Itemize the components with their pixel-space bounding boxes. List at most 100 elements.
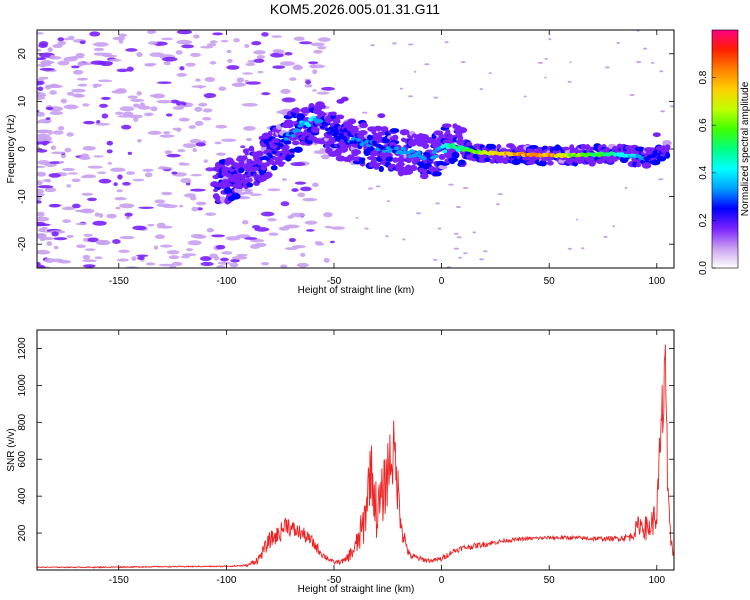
- spectrogram-noise-cell: [37, 137, 46, 142]
- spectrogram-halo-cell: [359, 159, 365, 164]
- spectrogram-noise-cell: [37, 160, 50, 165]
- spectrogram-noise-cell: [177, 148, 186, 153]
- spectrogram-ridge-cell: [326, 131, 332, 135]
- spectrogram-noise-cell: [153, 245, 159, 250]
- spectrogram-noise-cell: [154, 234, 165, 240]
- spectrogram-noise-cell: [181, 255, 191, 259]
- spectrogram-noise-cell: [236, 253, 248, 257]
- spectrogram-noise-cell: [66, 184, 72, 188]
- x-tick-label: -50: [327, 575, 342, 586]
- spectrogram-noise-cell: [249, 193, 263, 197]
- spectrogram-ridge-cell: [271, 150, 277, 155]
- spectrogram-noise-cell: [216, 265, 226, 268]
- spectrogram-noise-cell: [156, 203, 172, 208]
- spectrogram-noise-cell: [99, 103, 108, 108]
- spectrogram-noise-cell: [38, 76, 46, 80]
- spectrogram-noise-cell: [116, 68, 129, 73]
- spectrogram-noise-cell: [241, 102, 258, 107]
- spectrogram-noise-cell: [495, 203, 500, 206]
- spectrogram-noise-cell: [253, 50, 266, 55]
- spectrogram-noise-cell: [317, 46, 327, 50]
- spectrogram-noise-cell: [156, 99, 173, 104]
- spectrogram-noise-cell: [156, 225, 173, 229]
- spectrogram-noise-cell: [67, 172, 79, 175]
- spectrogram-noise-cell: [71, 178, 81, 183]
- spectrogram-halo-cell: [330, 111, 337, 116]
- spectrogram-noise-cell: [433, 96, 439, 99]
- spectrogram-noise-cell: [82, 259, 97, 263]
- spectrogram-noise-cell: [488, 72, 492, 75]
- spectrogram-noise-cell: [215, 124, 228, 129]
- spectrogram-halo-cell: [248, 145, 255, 152]
- spectrogram-halo-cell: [641, 162, 652, 169]
- y-tick-label: -20: [17, 237, 28, 252]
- spectrogram-ridge-cell: [268, 154, 274, 159]
- spectrogram-noise-cell: [38, 129, 50, 134]
- spectrogram-noise-cell: [176, 72, 187, 77]
- spectrogram-noise-cell: [101, 113, 109, 119]
- spectrogram-noise-cell: [392, 42, 397, 45]
- spectrogram-noise-cell: [101, 96, 111, 100]
- spectrogram-noise-cell: [460, 61, 466, 64]
- spectrogram-noise-cell: [203, 159, 208, 163]
- spectrogram-ridge-cell: [416, 150, 422, 155]
- spectrogram-ridge-cell: [297, 124, 303, 128]
- spectrogram-noise-cell: [66, 234, 74, 238]
- spectrogram-noise-cell: [548, 38, 552, 41]
- spectrogram-halo-cell: [662, 139, 672, 147]
- spectrogram-noise-cell: [643, 47, 648, 50]
- spectrogram-y-axis-label: Frequency (Hz): [6, 115, 17, 184]
- spectrogram-noise-cell: [83, 233, 93, 237]
- spectrogram-noise-cell: [305, 80, 312, 85]
- spectrogram-halo-cell: [335, 114, 345, 120]
- spectrogram-noise-cell: [37, 78, 45, 82]
- spectrogram-noise-cell: [202, 116, 212, 121]
- spectrogram-ridge-cell: [381, 149, 387, 154]
- spectrogram-halo-cell: [392, 157, 399, 163]
- spectrogram-noise-cell: [215, 244, 226, 250]
- spectrogram-halo-cell: [650, 159, 661, 166]
- spectrogram-noise-cell: [52, 43, 63, 49]
- spectrogram-noise-cell: [53, 245, 59, 250]
- spectrogram-noise-cell: [44, 187, 57, 193]
- spectrogram-noise-cell: [175, 101, 187, 107]
- spectrogram-noise-cell: [66, 132, 74, 137]
- spectrogram-noise-cell: [39, 67, 55, 71]
- spectrogram-noise-cell: [312, 69, 318, 75]
- spectrogram-noise-cell: [37, 32, 44, 35]
- spectrogram-noise-cell: [79, 40, 86, 45]
- spectrogram-halo-cell: [219, 196, 226, 203]
- spectrogram-noise-cell: [215, 152, 226, 156]
- spectrogram-noise-cell: [544, 76, 547, 79]
- spectrogram-noise-cell: [171, 261, 183, 267]
- spectrogram-noise-cell: [82, 254, 91, 260]
- spectrogram-noise-cell: [161, 37, 174, 41]
- spectrogram-noise-cell: [132, 178, 145, 182]
- spectrogram-noise-cell: [214, 141, 222, 145]
- y-tick-label: 800: [17, 414, 28, 431]
- spectrogram-noise-cell: [108, 58, 122, 62]
- spectrogram-ridge-cell: [252, 161, 258, 165]
- spectrogram-noise-cell: [48, 203, 61, 208]
- spectrogram-noise-cell: [70, 65, 80, 69]
- spectrogram-noise-cell: [179, 204, 184, 208]
- spectrogram-noise-cell: [178, 104, 185, 110]
- spectrogram-noise-cell: [113, 182, 118, 187]
- colorbar-tick-label: 0.6: [698, 118, 709, 132]
- spectrogram-halo-cell: [432, 171, 442, 177]
- colorbar-ticks: 0.0 0.2 0.4 0.6 0.8: [698, 70, 716, 275]
- spectrogram-noise-cell: [289, 77, 297, 81]
- spectrogram-noise-cell: [272, 49, 283, 53]
- spectrogram-noise-cell: [136, 52, 143, 58]
- spectrogram-noise-cell: [83, 120, 95, 125]
- spectrogram-noise-cell: [125, 48, 138, 52]
- spectrogram-noise-cell: [49, 90, 58, 95]
- spectrogram-noise-cell: [117, 174, 123, 180]
- spectrogram-noise-cell: [51, 231, 59, 237]
- spectrogram-noise-cell: [37, 211, 45, 217]
- colorbar: 0.0 0.2 0.4 0.6 0.8 Normalized spectral ampl…: [698, 29, 750, 275]
- spectrogram-ridge-cell: [245, 168, 251, 173]
- spectrogram-noise-cell: [48, 173, 61, 178]
- spectrogram-noise-cell: [256, 55, 266, 59]
- spectrogram-noise-cell: [144, 172, 153, 178]
